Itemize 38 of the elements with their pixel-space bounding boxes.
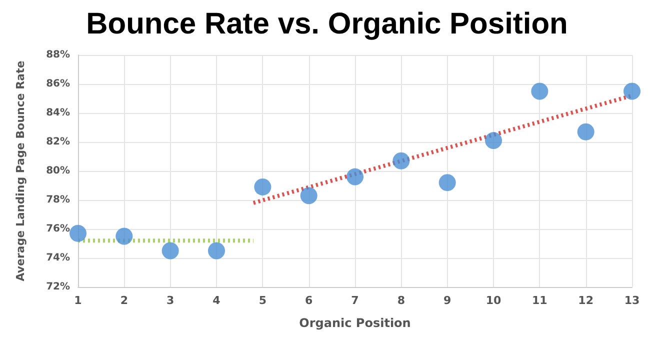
x-tick-label: 1 — [74, 294, 82, 307]
point — [485, 132, 502, 150]
x-tick-label: 9 — [444, 294, 452, 307]
x-tick-label: 3 — [166, 294, 174, 307]
x-tick-label: 5 — [258, 294, 266, 307]
point — [577, 123, 594, 140]
x-tick-label: 4 — [212, 294, 221, 307]
y-axis-title: Average Landing Page Bounce Rate — [14, 60, 27, 282]
point — [346, 168, 364, 186]
y-tick-label: 72% — [46, 282, 70, 292]
chart-title: Bounce Rate vs. Organic Position — [86, 8, 568, 40]
point — [208, 242, 225, 260]
x-tick-label: 6 — [305, 294, 314, 307]
y-tick-label: 76% — [46, 224, 70, 234]
point — [162, 242, 179, 260]
x-tick-label: 7 — [351, 294, 359, 307]
y-tick-label: 88% — [46, 50, 70, 60]
x-tick-label: 11 — [532, 294, 548, 307]
point — [300, 187, 318, 204]
y-tick-label: 74% — [46, 252, 70, 264]
point — [70, 224, 86, 242]
x-axis-title: Organic Position — [299, 316, 411, 330]
y-tick-label: 80% — [46, 166, 70, 176]
x-tick-label: 2 — [120, 294, 128, 307]
x-tick-label: 13 — [624, 294, 640, 307]
point — [624, 82, 640, 100]
point — [531, 82, 548, 100]
point — [392, 152, 410, 170]
point — [116, 228, 133, 245]
y-tick-label: 86% — [46, 78, 70, 90]
point — [254, 178, 272, 196]
x-tick-label: 12 — [578, 294, 594, 307]
x-tick-label: 10 — [486, 294, 502, 307]
y-tick-label: 82% — [46, 136, 70, 148]
point — [438, 174, 456, 192]
x-tick-label: 8 — [397, 294, 405, 307]
y-tick-label: 84% — [46, 108, 70, 118]
y-tick-label: 78% — [46, 194, 70, 206]
